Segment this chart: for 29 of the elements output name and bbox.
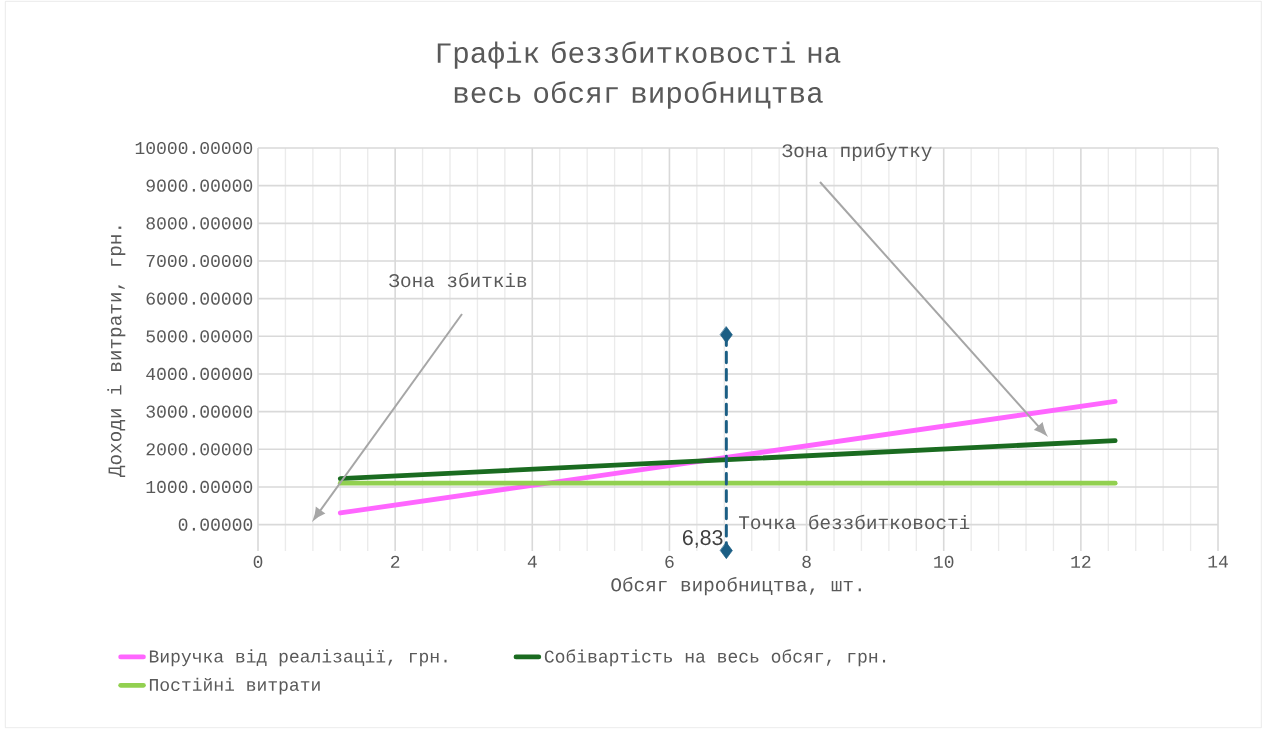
x-tick-label: 6 bbox=[665, 555, 674, 568]
x-tick-label: 12 bbox=[1071, 555, 1091, 568]
y-tick-label: 6000.00000 bbox=[146, 292, 253, 305]
y-tick-label: 9000.00000 bbox=[146, 179, 253, 192]
y-tick-label: 7000.00000 bbox=[146, 254, 253, 268]
y-axis-title: Доходи і витрати, грн. bbox=[107, 226, 126, 478]
y-tick-label: 10000.00000 bbox=[135, 141, 253, 155]
annotation: Зона збитків bbox=[389, 272, 527, 288]
y-tick-label: 1000.00000 bbox=[146, 480, 253, 494]
legend-label: Собівартість на весь обсяг, грн. bbox=[544, 649, 886, 667]
x-tick-label: 2 bbox=[391, 555, 400, 568]
y-tick-label: 8000.00000 bbox=[146, 217, 253, 230]
y-tick-label: 3000.00000 bbox=[146, 405, 253, 418]
legend-label: Постійні витрати bbox=[149, 677, 320, 695]
y-tick-label: 0.00000 bbox=[178, 518, 253, 531]
legend-label: Виручка від реалізації, грн. bbox=[149, 649, 447, 667]
x-tick-label: 10 bbox=[934, 555, 954, 568]
x-tick-label: 8 bbox=[802, 555, 811, 568]
annotation: Зона прибутку bbox=[782, 142, 932, 162]
annotation: Точка беззбитковості bbox=[738, 514, 970, 530]
x-tick-label: 4 bbox=[527, 555, 537, 568]
y-tick-label: 5000.00000 bbox=[146, 330, 253, 343]
chart-title: Графік беззбитковості на весь обсяг виробництва bbox=[437, 41, 841, 109]
y-tick-label: 2000.00000 bbox=[146, 443, 253, 456]
x-axis-title: Обсяг виробництва, шт. bbox=[611, 577, 861, 596]
y-tick-label: 4000.00000 bbox=[146, 367, 253, 381]
x-tick-label: 0 bbox=[253, 555, 263, 568]
annotation: 6,83 bbox=[682, 530, 723, 548]
x-tick-label: 14 bbox=[1208, 555, 1228, 568]
